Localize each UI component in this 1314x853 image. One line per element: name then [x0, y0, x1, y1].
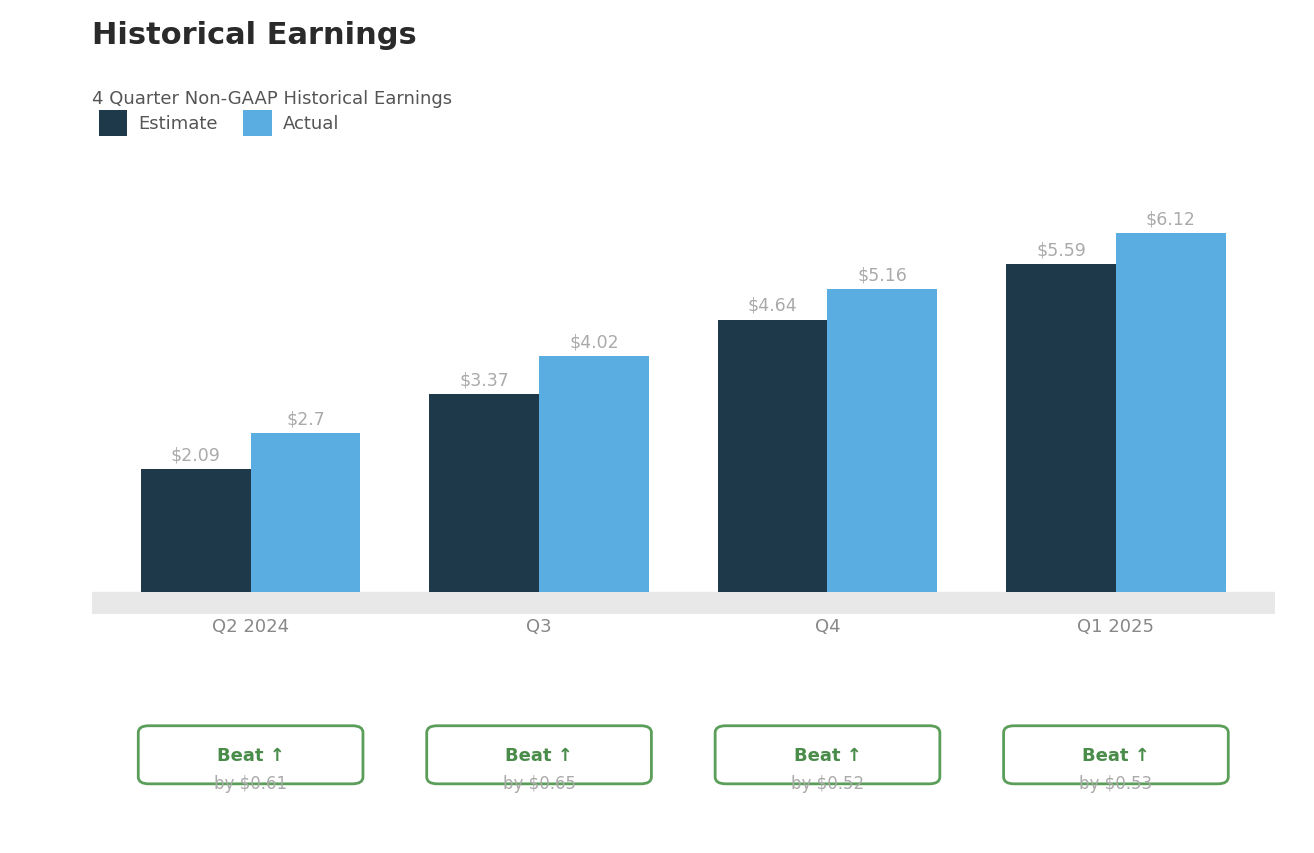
Bar	[141, 470, 251, 592]
Text: Q3: Q3	[526, 617, 552, 635]
Bar	[1007, 264, 1116, 592]
Text: Estimate: Estimate	[138, 114, 218, 133]
Text: by $0.61: by $0.61	[214, 774, 288, 792]
Bar	[92, 592, 1275, 614]
Text: Actual: Actual	[283, 114, 339, 133]
Text: by $0.53: by $0.53	[1079, 774, 1152, 792]
Bar	[828, 290, 937, 592]
Text: $5.59: $5.59	[1037, 241, 1087, 259]
Text: $5.16: $5.16	[857, 266, 907, 284]
Bar	[251, 434, 360, 592]
Text: $3.37: $3.37	[460, 371, 509, 389]
Text: by $0.52: by $0.52	[791, 774, 865, 792]
Text: Beat ↑: Beat ↑	[505, 746, 573, 764]
Bar	[430, 395, 539, 592]
Text: Historical Earnings: Historical Earnings	[92, 21, 417, 50]
Bar	[539, 357, 649, 592]
Text: Q1 2025: Q1 2025	[1077, 617, 1155, 635]
Text: Q4: Q4	[815, 617, 841, 635]
Text: Beat ↑: Beat ↑	[217, 746, 285, 764]
Text: Beat ↑: Beat ↑	[1081, 746, 1150, 764]
Text: $2.7: $2.7	[286, 410, 325, 428]
Text: $2.09: $2.09	[171, 446, 221, 464]
Text: $4.64: $4.64	[748, 297, 798, 315]
Bar	[1116, 234, 1226, 592]
Text: $4.02: $4.02	[569, 333, 619, 351]
Text: Beat ↑: Beat ↑	[794, 746, 862, 764]
Text: Q2 2024: Q2 2024	[212, 617, 289, 635]
Text: by $0.65: by $0.65	[502, 774, 576, 792]
Bar	[717, 321, 828, 592]
Text: $6.12: $6.12	[1146, 210, 1196, 228]
Text: 4 Quarter Non-GAAP Historical Earnings: 4 Quarter Non-GAAP Historical Earnings	[92, 90, 452, 107]
